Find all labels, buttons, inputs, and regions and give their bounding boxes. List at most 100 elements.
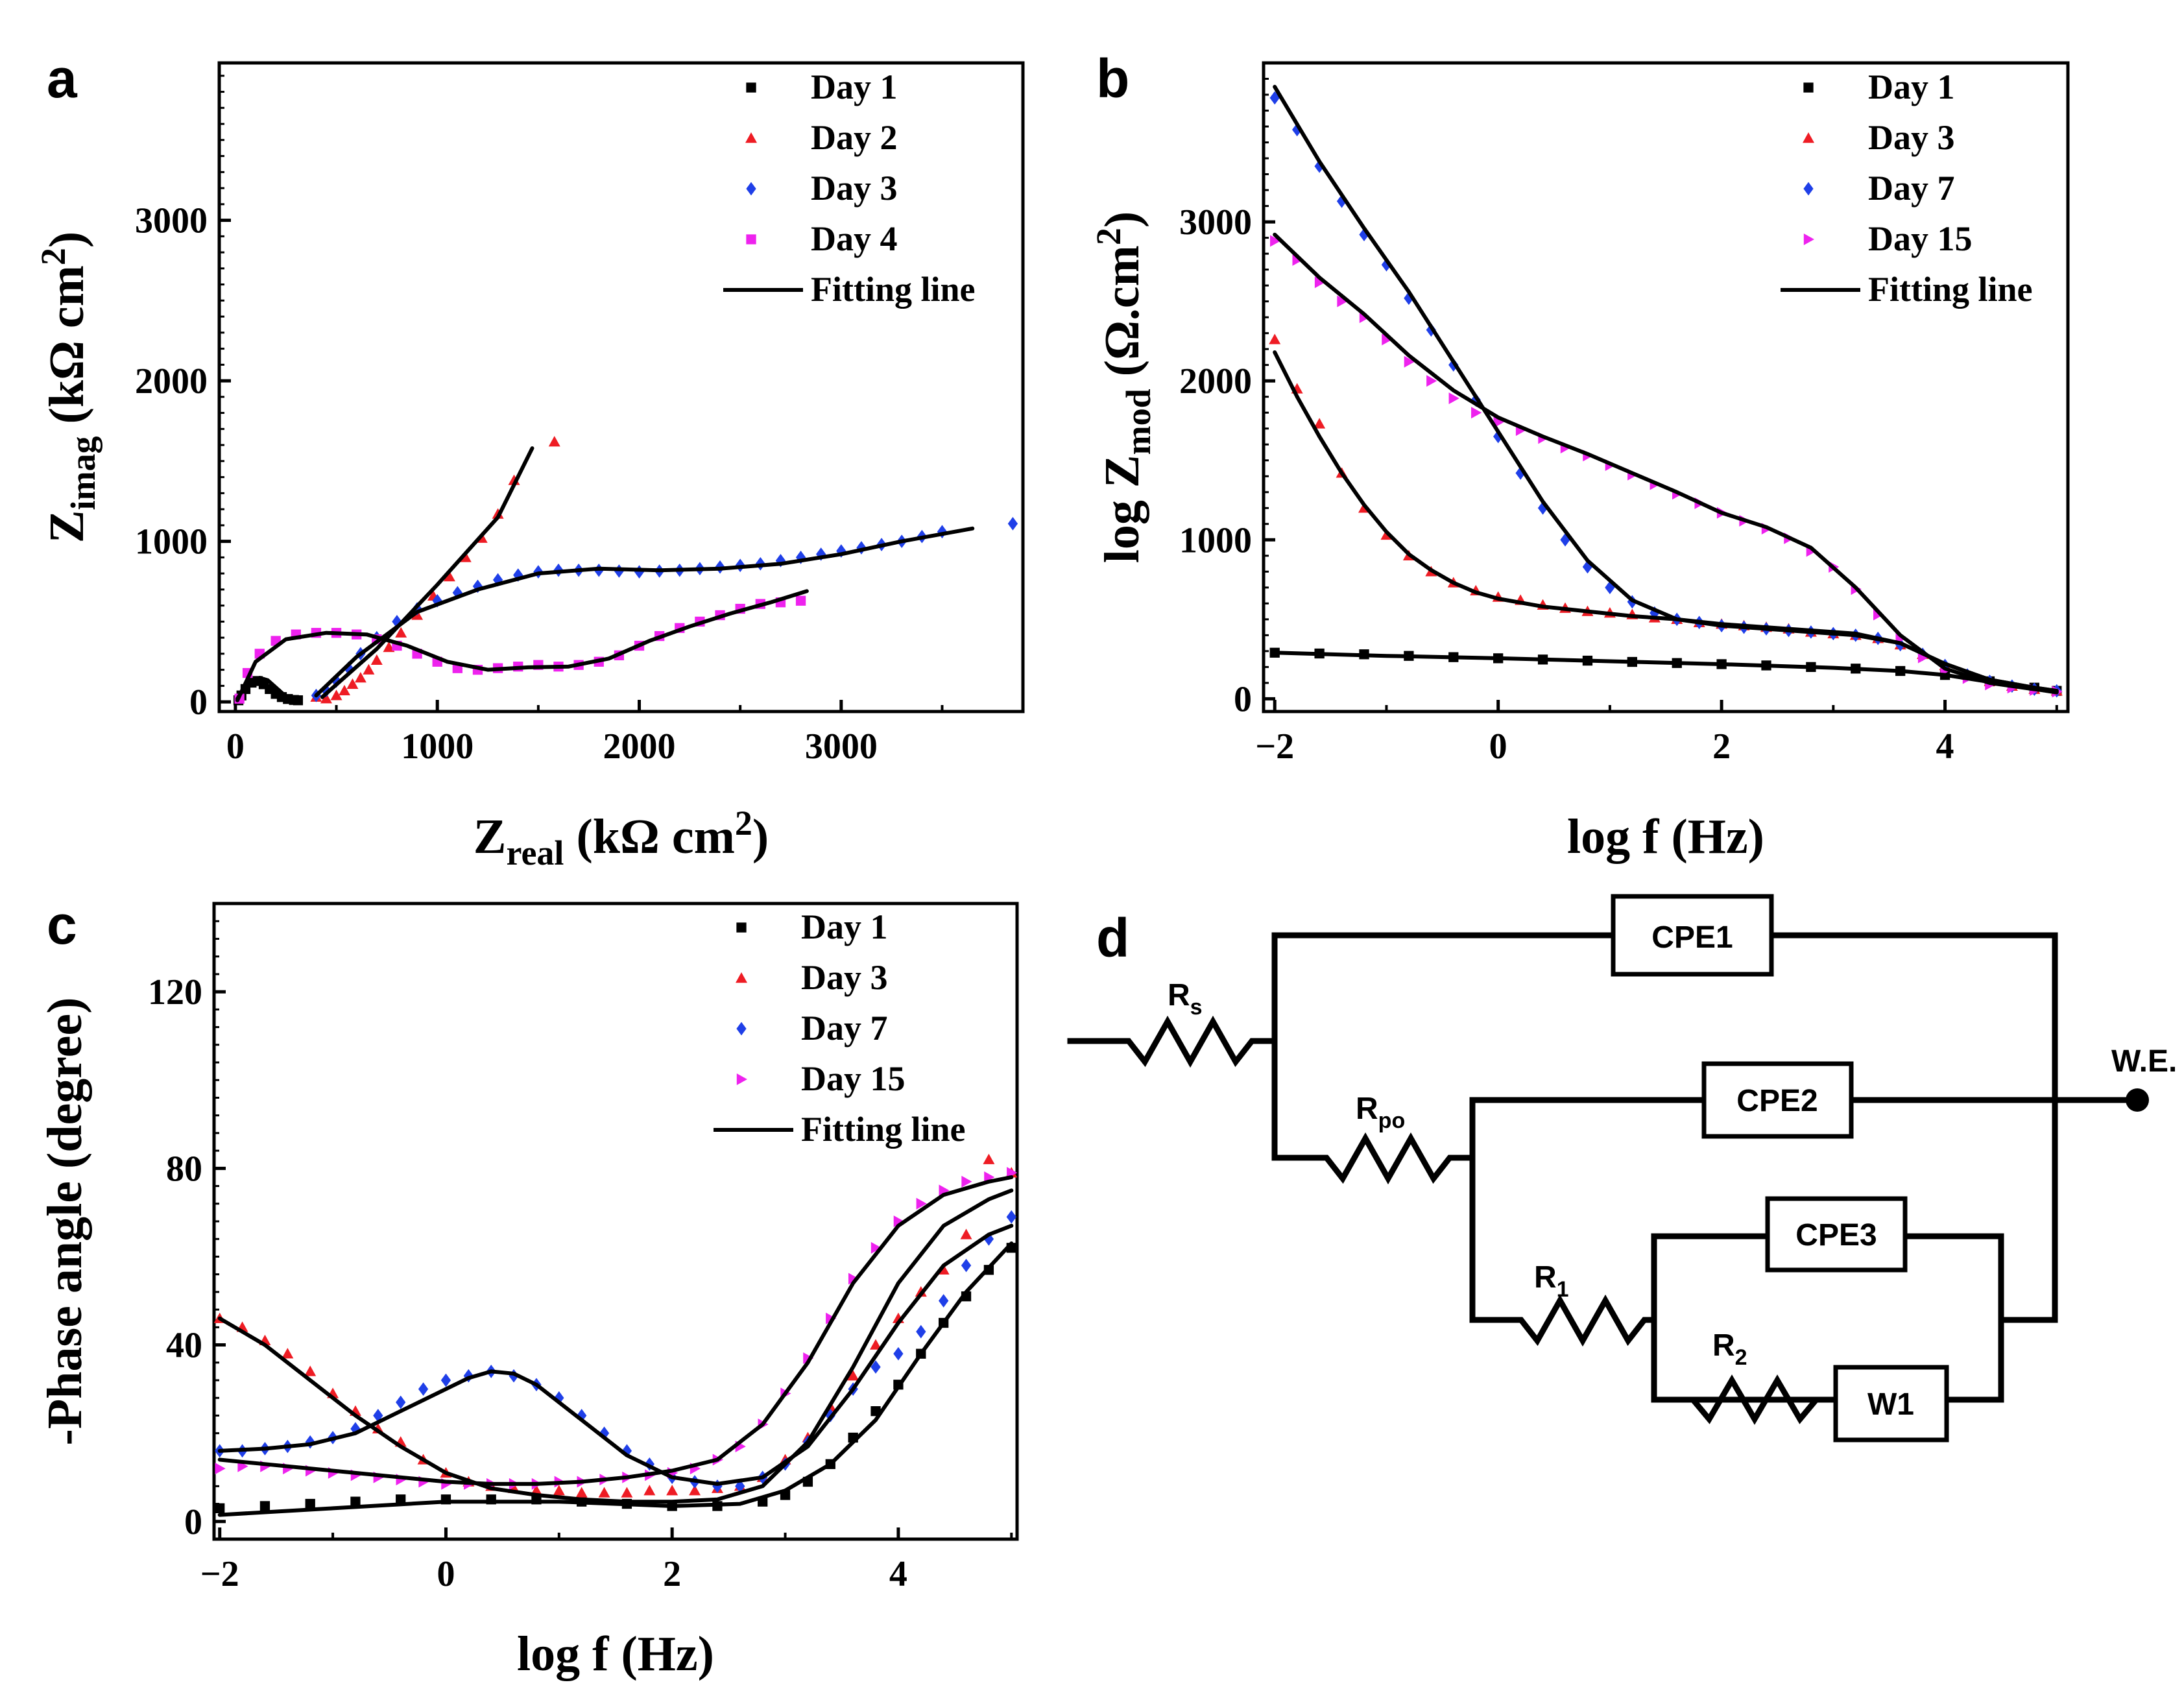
data-point-day-3 bbox=[1314, 418, 1326, 429]
data-point-day-7 bbox=[939, 1294, 949, 1308]
data-point-day-15 bbox=[1471, 407, 1482, 419]
data-point-day-4 bbox=[795, 595, 806, 606]
fit-line-day-7 bbox=[1273, 84, 2059, 693]
data-point-day-7 bbox=[1515, 466, 1526, 480]
y-axis-title: log Zmod (Ω.cm2) bbox=[1089, 211, 1158, 563]
data-point-day-3 bbox=[836, 544, 846, 558]
data-point-day-7 bbox=[916, 1324, 926, 1339]
data-point-day-2 bbox=[459, 551, 472, 562]
legend-label-0: Day 1 bbox=[811, 67, 898, 106]
data-point-day-7 bbox=[961, 1258, 972, 1273]
panel-label-a: a bbox=[47, 48, 78, 109]
legend-label-1: Day 3 bbox=[1868, 118, 1955, 157]
y-tick-label: 3000 bbox=[1179, 202, 1252, 243]
data-point-day-2 bbox=[383, 641, 395, 652]
legend-marker-0 bbox=[746, 82, 756, 93]
plot-frame bbox=[217, 61, 1025, 713]
data-point-day-1 bbox=[305, 1498, 315, 1509]
y-axis-title-main: -Phase angle (degree) bbox=[38, 998, 92, 1446]
legend-label-0: Day 1 bbox=[1868, 67, 1955, 106]
x-tick-label: 4 bbox=[1936, 726, 1954, 767]
working-electrode-terminal bbox=[2126, 1088, 2149, 1112]
data-point-day-7 bbox=[1381, 257, 1392, 272]
plot-data-area bbox=[1269, 84, 2063, 698]
we-label: W.E. bbox=[2111, 1044, 2177, 1079]
data-point-day-3 bbox=[689, 1485, 701, 1496]
circuit-wire-main bbox=[1067, 1015, 1278, 1068]
r1-label: R1 bbox=[1534, 1260, 1569, 1302]
data-point-day-15 bbox=[1314, 276, 1326, 289]
rs-label: Rs bbox=[1168, 978, 1203, 1020]
data-point-day-7 bbox=[893, 1347, 904, 1361]
y-axis-title-sub: imag bbox=[64, 437, 102, 510]
data-point-day-1 bbox=[350, 1496, 361, 1507]
x-axis-title: log f (Hz) bbox=[1567, 809, 1764, 864]
fit-line-day-3 bbox=[314, 526, 975, 698]
fit-line-day-15 bbox=[1273, 232, 2059, 694]
data-point-day-3 bbox=[282, 1348, 294, 1359]
data-point-day-7 bbox=[1269, 91, 1280, 105]
y-tick-label: 0 bbox=[189, 682, 208, 723]
data-point-day-3 bbox=[643, 1485, 656, 1496]
data-point-day-3 bbox=[937, 525, 948, 539]
r2-label: R2 bbox=[1712, 1328, 1747, 1370]
data-point-day-1 bbox=[259, 1501, 270, 1511]
legend-label-4: Fitting line bbox=[1868, 270, 2033, 309]
data-point-day-3 bbox=[816, 547, 826, 561]
data-point-day-15 bbox=[215, 1463, 226, 1475]
legend-marker-0 bbox=[1803, 82, 1814, 93]
plot-data-area bbox=[214, 1153, 1017, 1517]
data-point-day-3 bbox=[321, 684, 331, 698]
data-point-day-15 bbox=[916, 1197, 927, 1210]
data-point-day-7 bbox=[1493, 429, 1504, 444]
data-point-day-15 bbox=[984, 1171, 995, 1183]
data-point-day-7 bbox=[1605, 581, 1615, 595]
legend-marker-2 bbox=[1803, 182, 1814, 196]
legend-marker-0 bbox=[736, 922, 747, 933]
x-tick-label: 2 bbox=[663, 1554, 681, 1594]
plot-frame bbox=[1262, 61, 2070, 713]
w1-box bbox=[1833, 1365, 1949, 1443]
fit-line-day-7 bbox=[217, 1223, 1014, 1486]
data-point-day-15 bbox=[961, 1175, 972, 1188]
legend-marker-3 bbox=[746, 234, 756, 245]
cpe1-label: CPE1 bbox=[1651, 920, 1733, 955]
x-tick-label: 4 bbox=[889, 1554, 907, 1594]
circuit-wire-cpe3-branch bbox=[1651, 1233, 2004, 1403]
y-axis-title-unit: (kΩ cm bbox=[40, 265, 94, 436]
data-point-day-15 bbox=[1270, 235, 1281, 247]
fit-line-day-2 bbox=[320, 446, 534, 699]
data-point-day-7 bbox=[440, 1373, 451, 1387]
x-tick-label: 0 bbox=[437, 1554, 455, 1594]
legend-marker-2 bbox=[736, 1022, 747, 1036]
data-point-day-3 bbox=[983, 1153, 995, 1164]
data-point-day-3 bbox=[847, 1370, 859, 1381]
x-axis-title-sub: real bbox=[506, 833, 564, 872]
circuit-wire-r1-branch bbox=[1469, 1155, 1657, 1347]
data-point-day-3 bbox=[634, 565, 645, 579]
data-point-day-1 bbox=[293, 695, 304, 706]
data-point-day-3 bbox=[621, 1487, 633, 1498]
legend-marker-1 bbox=[1803, 132, 1814, 143]
data-point-day-7 bbox=[1560, 533, 1570, 547]
circuit-wire-cpe1-branch bbox=[1271, 932, 2058, 1323]
legend-label-3: Day 15 bbox=[1868, 219, 1973, 258]
cpe3-label: CPE3 bbox=[1795, 1218, 1877, 1252]
y-axis-title-sub: mod bbox=[1119, 389, 1158, 455]
circuit-wire-cpe2-branch bbox=[1469, 1097, 2141, 1161]
circuit-wire-r2-branch bbox=[1651, 1374, 1842, 1425]
y-tick-label: 80 bbox=[166, 1149, 202, 1189]
data-point-day-7 bbox=[1292, 123, 1302, 137]
fit-line-day-1 bbox=[1273, 651, 2059, 695]
data-point-day-3 bbox=[598, 1487, 610, 1498]
y-axis-title: -Phase angle (degree) bbox=[38, 998, 92, 1446]
x-tick-label: 1000 bbox=[401, 726, 474, 767]
y-axis-title: Zimag (kΩ cm2) bbox=[34, 232, 102, 544]
fit-line-day-3 bbox=[1273, 350, 2059, 693]
x-axis-title: Zreal (kΩ cm2) bbox=[474, 804, 769, 872]
y-tick-label: 120 bbox=[148, 972, 202, 1012]
y-axis-title-end: ) bbox=[40, 232, 94, 248]
